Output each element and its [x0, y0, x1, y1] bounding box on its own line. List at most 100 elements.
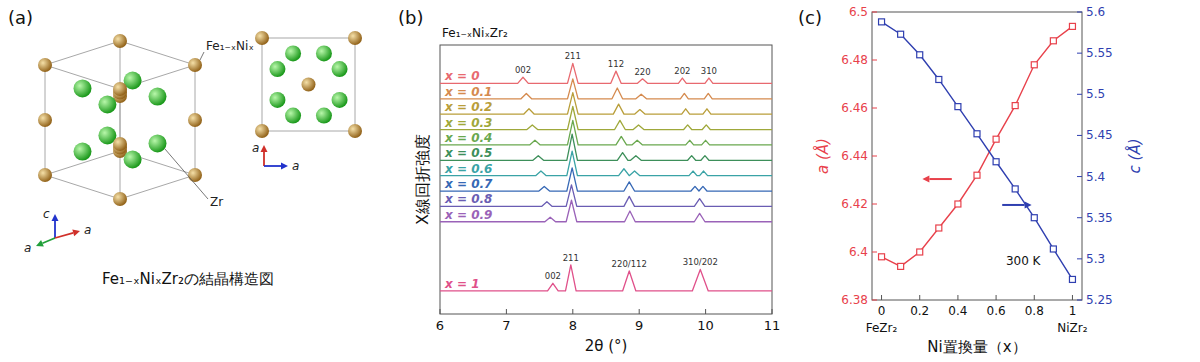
data-marker: [917, 52, 923, 58]
cell-edge: [120, 175, 195, 199]
arrow-head: [261, 145, 268, 152]
cell-edge: [45, 41, 120, 65]
zr-atom: [149, 88, 167, 106]
plot-lines: [440, 63, 772, 290]
y2-tick-label: 5.55: [1086, 46, 1113, 60]
zr-atom: [332, 61, 348, 77]
y-tick: [872, 156, 877, 157]
data-marker: [879, 19, 885, 25]
data-line: [882, 22, 1073, 280]
data-marker: [917, 249, 923, 255]
fe-ni-atom: [113, 137, 127, 151]
series-label: x = 1: [444, 277, 480, 291]
arrow: [52, 214, 59, 238]
zr-atom: [269, 92, 285, 108]
x-tick-label: 8: [569, 318, 577, 333]
arrow-shaft: [1002, 204, 1024, 206]
arrow-head: [72, 230, 80, 237]
peak-label: 211: [565, 51, 581, 61]
y2-tick: [1077, 53, 1082, 54]
arrow-head: [52, 214, 59, 221]
panel-letter: (b): [398, 7, 423, 28]
data-marker: [1031, 215, 1037, 221]
panel-c: (c)00.20.40.60.816.386.46.426.446.466.48…: [798, 5, 1144, 356]
y-tick-label: 6.4: [849, 245, 868, 259]
y2-axis-title: c (Å): [1125, 139, 1144, 174]
peak-label: 002: [545, 271, 561, 281]
y2-tick-label: 5.3: [1086, 252, 1105, 266]
fe-ni-atom: [302, 78, 316, 92]
fe-ni-atom: [113, 192, 127, 206]
arrow: [55, 230, 80, 238]
xrd-pattern: [440, 265, 772, 291]
series-label: x = 0.6: [444, 162, 492, 176]
data-marker: [936, 225, 942, 231]
data-marker: [955, 104, 961, 110]
arrow-shaft: [55, 233, 73, 238]
series-label: x = 0.8: [444, 192, 492, 206]
y-tick-label: 6.38: [841, 293, 868, 307]
cell-edge: [120, 41, 195, 65]
x-tick: [957, 295, 958, 300]
y2-tick-label: 5.5: [1086, 87, 1105, 101]
leader-line: [165, 148, 209, 199]
data-marker: [955, 201, 961, 207]
x-tick: [919, 295, 920, 300]
axis-label: c: [43, 207, 50, 221]
fe-ni-atom: [188, 58, 202, 72]
y-tick-label: 6.42: [841, 197, 868, 211]
x-end-label: FeZr₂: [866, 321, 898, 335]
data-marker: [1050, 246, 1056, 252]
x-tick-label: 7: [502, 318, 510, 333]
x-tick: [1072, 295, 1073, 300]
chart-title: Fe₁₋ₓNiₓZr₂: [442, 26, 508, 40]
series-label: x = 0: [444, 69, 480, 83]
peak-label: 002: [515, 65, 531, 75]
zr-atom: [98, 96, 116, 114]
zr-atom: [285, 45, 301, 61]
x-tick: [881, 295, 882, 300]
data-marker: [1069, 23, 1075, 29]
arrow: [261, 145, 268, 166]
site-label: Zr: [210, 195, 223, 209]
x-axis-title: Ni置換量（x）: [927, 338, 1026, 356]
fe-ni-atom: [348, 124, 362, 138]
arrow: [922, 176, 951, 183]
series-label: x = 0.9: [444, 208, 492, 222]
axis-triad-2d: aa: [252, 141, 299, 173]
fe-ni-atom: [113, 34, 127, 48]
panel-b: (b)Fe₁₋ₓNiₓZr₂678910112θ (°)X線回折強度x = 00…: [398, 7, 780, 355]
data-marker: [936, 76, 942, 82]
fe-ni-atom: [38, 113, 52, 127]
series-label: x = 0.2: [444, 100, 492, 114]
cell-edge: [45, 175, 120, 199]
arrow: [264, 163, 288, 170]
plot-frame: [440, 45, 772, 314]
series-label: x = 0.3: [444, 116, 492, 130]
zr-atom: [149, 134, 167, 152]
y2-tick-label: 5.45: [1086, 128, 1113, 142]
y2-tick-label: 5.4: [1086, 170, 1105, 184]
data-marker: [974, 131, 980, 137]
xrd-pattern: [440, 79, 772, 99]
y-axis-title: X線回折強度: [413, 134, 432, 225]
axis-label: a: [24, 241, 31, 255]
x-end-label: NiZr₂: [1057, 321, 1087, 335]
x-tick-label: 10: [697, 318, 714, 333]
y2-tick: [1077, 176, 1082, 177]
arrow-shaft: [263, 152, 265, 166]
fe-ni-atom: [38, 168, 52, 182]
y-tick-label: 6.48: [841, 53, 868, 67]
y2-tick: [1077, 217, 1082, 218]
arrow-head: [281, 163, 288, 170]
x-tick: [440, 309, 441, 314]
x-tick-label: 11: [764, 318, 781, 333]
x-tick: [996, 295, 997, 300]
data-marker: [993, 136, 999, 142]
peak-label: 310: [701, 66, 717, 76]
x-axis-title: 2θ (°): [585, 337, 628, 355]
arrow-shaft: [929, 178, 951, 180]
arrow: [36, 238, 55, 247]
atoms-3d: [38, 34, 202, 206]
zr-atom: [74, 143, 92, 161]
